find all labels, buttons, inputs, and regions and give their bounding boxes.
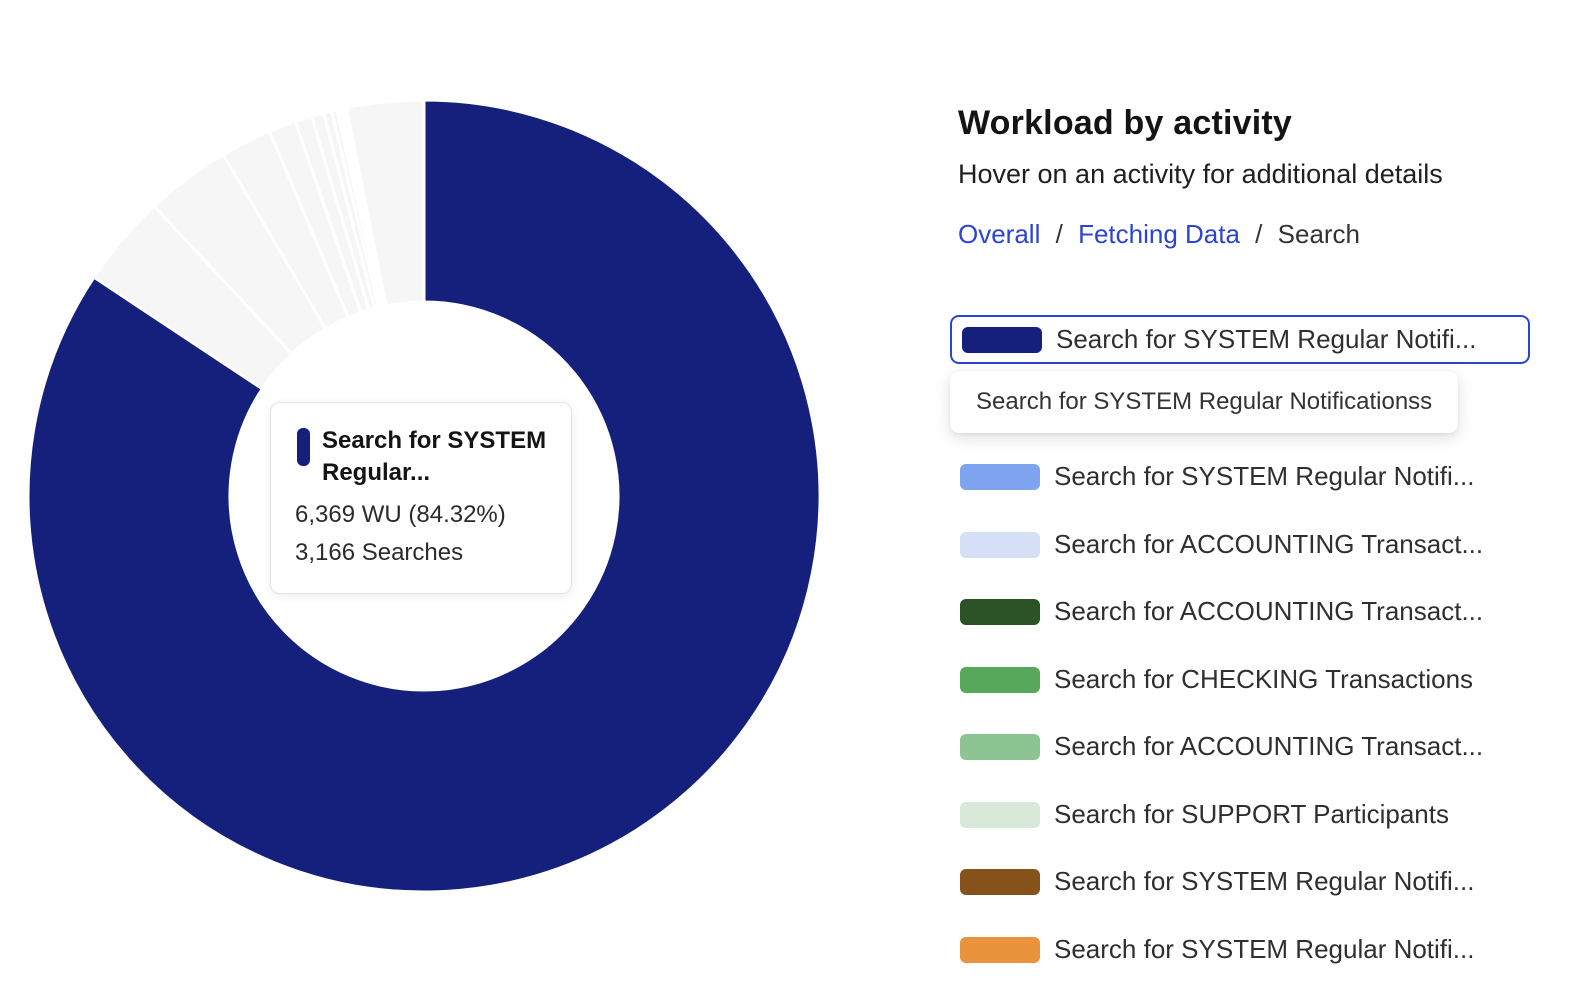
legend-swatch [960, 936, 1040, 963]
tooltip-title: Search for SYSTEM Regular... [322, 427, 547, 486]
legend-item[interactable]: Search for SYSTEM Regular Notifi... [960, 461, 1475, 491]
donut-chart[interactable] [24, 96, 824, 896]
donut-slice[interactable] [26, 98, 822, 894]
breadcrumb: Overall / Fetching Data / Search [958, 219, 1360, 250]
breadcrumb-current-search: Search [1277, 219, 1361, 249]
legend-item-label: Search for ACCOUNTING Transact... [1054, 529, 1484, 559]
page-subtitle: Hover on an activity for additional deta… [958, 159, 1443, 189]
chart-hover-tooltip: Search for SYSTEM Regular... 6,369 WU (8… [270, 402, 572, 594]
legend-item[interactable]: Search for ACCOUNTING Transact... [960, 529, 1484, 559]
tooltip-series-marker [297, 428, 310, 466]
legend-swatch [962, 326, 1042, 353]
legend-item[interactable]: Search for SUPPORT Participants [960, 799, 1449, 829]
legend-item[interactable]: Search for ACCOUNTING Transact... [960, 596, 1484, 626]
legend-swatch [960, 666, 1040, 693]
legend-item[interactable]: Search for SYSTEM Regular Notifi... [960, 866, 1475, 896]
page-title: Workload by activity [958, 104, 1293, 142]
legend-item-label: Search for CHECKING Transactions [1054, 664, 1474, 694]
legend-item-label: Search for SUPPORT Participants [1054, 799, 1449, 829]
legend-item-label: Search for ACCOUNTING Transact... [1054, 731, 1484, 761]
legend-item-selected[interactable]: Search for SYSTEM Regular Notifi... [950, 315, 1530, 364]
legend-item-label: Search for SYSTEM Regular Notifi... [1054, 461, 1475, 491]
legend-swatch [960, 598, 1040, 625]
breadcrumb-fetching-data[interactable]: Fetching Data [1078, 219, 1240, 249]
legend-swatch [960, 463, 1040, 490]
legend-swatch [960, 531, 1040, 558]
tooltip-searches-value: 3,166 Searches [295, 539, 464, 566]
legend-item-label: Search for SYSTEM Regular Notifi... [1054, 934, 1475, 964]
breadcrumb-separator: / [1255, 219, 1263, 249]
legend-item-label: Search for ACCOUNTING Transact... [1054, 596, 1484, 626]
legend-swatch [960, 868, 1040, 895]
legend-item[interactable]: Search for CHECKING Transactions [960, 664, 1474, 694]
breadcrumb-separator: / [1055, 219, 1063, 249]
legend-item-label: Search for SYSTEM Regular Notifi... [1054, 866, 1475, 896]
donut-slice[interactable] [344, 98, 426, 308]
legend-swatch [960, 801, 1040, 828]
legend-item[interactable]: Search for SYSTEM Regular Notifi... [960, 934, 1475, 964]
legend-tooltip: Search for SYSTEM Regular Notificationss [950, 371, 1458, 433]
tooltip-workunits-value: 6,369 WU (84.32%) [295, 501, 506, 528]
breadcrumb-overall[interactable]: Overall [958, 219, 1041, 249]
legend-swatch [960, 733, 1040, 760]
legend-item-label: Search for SYSTEM Regular Notifi... [1056, 324, 1477, 354]
legend-item[interactable]: Search for ACCOUNTING Transact... [960, 731, 1484, 761]
